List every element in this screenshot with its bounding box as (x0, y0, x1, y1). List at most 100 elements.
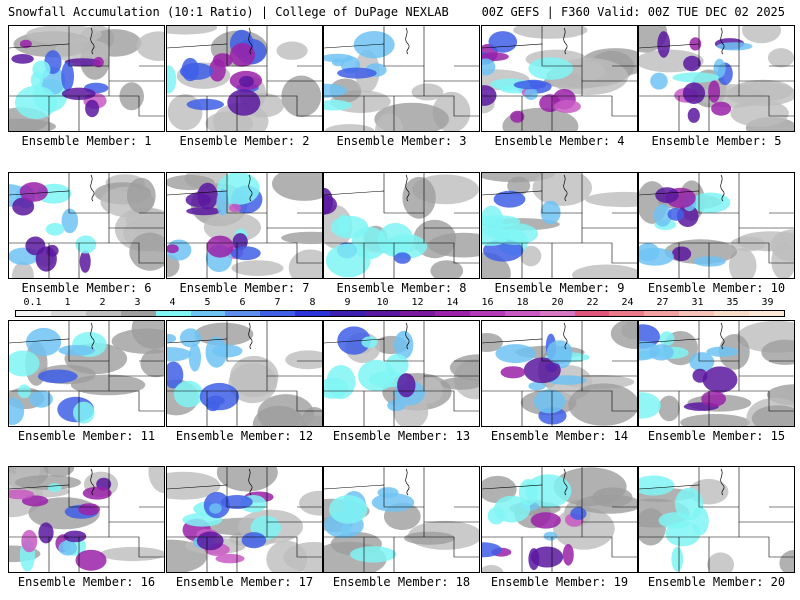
colorbar-tick-label: 18 (516, 297, 529, 308)
snowfall-map (9, 321, 164, 426)
snowfall-map (482, 467, 637, 572)
ensemble-member-label: Ensemble Member: 8 (336, 281, 467, 295)
snow-accumulation-area (653, 204, 672, 227)
snow-accumulation-area (79, 250, 91, 273)
ensemble-map-panel (166, 25, 323, 132)
colorbar-cell (504, 311, 540, 316)
ensemble-map-panel (481, 466, 638, 573)
snow-accumulation-area (371, 493, 415, 512)
colorbar-tick-label: 31 (691, 297, 704, 308)
snow-light-area (252, 405, 305, 426)
river-line (720, 322, 725, 350)
snow-light-area (129, 232, 164, 271)
snow-accumulation-area (672, 72, 720, 83)
snow-accumulation-area (665, 521, 701, 547)
snow-light-area (482, 565, 504, 572)
snow-accumulation-area (173, 380, 204, 408)
colorbar-tick-label: 9 (344, 297, 351, 308)
snow-light-area (272, 173, 322, 201)
snow-accumulation-area (186, 98, 224, 111)
snow-accumulation-area (554, 100, 581, 113)
snow-light-area (680, 414, 751, 426)
snow-light-area (728, 248, 757, 278)
snow-accumulation-area (543, 531, 558, 541)
ensemble-map-panel (166, 172, 323, 279)
snow-light-area (70, 374, 146, 396)
snow-accumulation-area (706, 346, 739, 357)
snow-accumulation-area (9, 489, 34, 500)
snow-light-area (288, 249, 322, 278)
river-line (90, 322, 95, 350)
snow-light-area (585, 191, 637, 208)
state-border (9, 338, 164, 377)
snow-light-area (402, 176, 436, 219)
river-line (563, 174, 568, 202)
snow-accumulation-area (329, 495, 368, 524)
river-line (563, 27, 568, 55)
river-line (405, 174, 410, 202)
snow-accumulation-area (530, 512, 561, 529)
river-line (90, 174, 95, 202)
colorbar-cell (469, 311, 505, 316)
snow-accumulation-area (361, 336, 378, 348)
snowfall-map (482, 321, 637, 426)
state-border (482, 190, 637, 229)
snow-accumulation-area (47, 483, 62, 493)
snow-accumulation-area (692, 368, 708, 383)
ensemble-member-label: Ensemble Member: 20 (647, 575, 786, 589)
ensemble-member-label: Ensemble Member: 2 (179, 134, 310, 148)
snow-accumulation-area (711, 101, 732, 116)
snow-accumulation-area (58, 345, 95, 356)
snow-accumulation-area (9, 350, 40, 377)
snow-accumulation-area (693, 256, 726, 267)
snow-accumulation-area (639, 242, 660, 262)
state-border (639, 43, 794, 82)
snow-accumulation-area (350, 546, 397, 563)
snow-accumulation-area (324, 83, 347, 98)
ensemble-member-label: Ensemble Member: 16 (17, 575, 156, 589)
ensemble-member-label: Ensemble Member: 9 (494, 281, 625, 295)
snowfall-map (9, 26, 164, 131)
state-border (482, 484, 637, 523)
snow-accumulation-area (482, 85, 497, 106)
state-border (324, 43, 479, 82)
snow-accumulation-area (493, 190, 526, 208)
snow-accumulation-area (639, 475, 675, 496)
snow-accumulation-area (61, 208, 79, 234)
snow-accumulation-area (19, 182, 48, 202)
snow-light-area (411, 83, 444, 101)
snow-accumulation-area (25, 327, 62, 357)
snow-light-area (136, 31, 164, 61)
colorbar-cell (295, 311, 331, 316)
river-line (90, 468, 95, 496)
snow-accumulation-area (671, 546, 684, 572)
colorbar-tick-label: 12 (411, 297, 424, 308)
snow-accumulation-area (482, 542, 502, 558)
snow-accumulation-area (167, 244, 179, 254)
ensemble-member-label: Ensemble Member: 5 (651, 134, 782, 148)
snow-accumulation-area (75, 549, 107, 571)
snow-accumulation-area (659, 331, 675, 346)
ensemble-map-panel (166, 320, 323, 427)
snow-accumulation-area (239, 75, 254, 88)
snow-light-area (576, 494, 637, 514)
snow-accumulation-area (45, 223, 65, 236)
snow-accumulation-area (482, 215, 521, 228)
state-border (167, 43, 322, 82)
colorbar-tick-label: 1 (64, 297, 71, 308)
snow-accumulation-area (58, 540, 78, 556)
snow-light-area (404, 531, 455, 545)
colorbar-tick-label: 3 (134, 297, 141, 308)
snow-accumulation-area (650, 72, 668, 90)
snow-accumulation-area (639, 392, 661, 419)
snow-accumulation-area (682, 82, 706, 104)
snow-accumulation-area (324, 195, 337, 215)
state-border (552, 242, 637, 264)
snow-accumulation-area (493, 495, 531, 523)
snowfall-map (324, 467, 479, 572)
state-border (324, 190, 479, 229)
river-line (563, 468, 568, 496)
snow-light-area (577, 61, 605, 81)
snow-accumulation-area (528, 381, 546, 391)
ensemble-member-label: Ensemble Member: 12 (175, 429, 314, 443)
